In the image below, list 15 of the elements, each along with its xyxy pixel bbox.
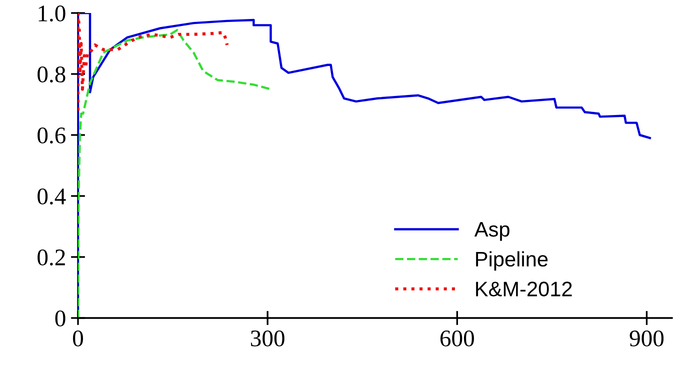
line-series <box>78 13 229 112</box>
x-tick-label: 900 <box>630 330 664 346</box>
x-tick-label: 600 <box>440 330 474 346</box>
y-tick-label: 1.0 <box>38 5 66 22</box>
legend-label: Asp <box>474 222 510 241</box>
y-tick-label: 0.6 <box>38 127 66 144</box>
x-tick-label: 300 <box>250 330 284 346</box>
y-tick-label: 0 <box>55 310 66 326</box>
y-tick-label: 0.8 <box>38 66 66 83</box>
legend-label: K&M-2012 <box>476 282 572 296</box>
legend-label: Pipeline <box>476 251 548 271</box>
y-tick-label: 0.4 <box>38 188 66 205</box>
line-series <box>78 28 272 318</box>
x-tick-label: 0 <box>72 330 84 346</box>
y-tick-label: 0.2 <box>38 249 65 266</box>
